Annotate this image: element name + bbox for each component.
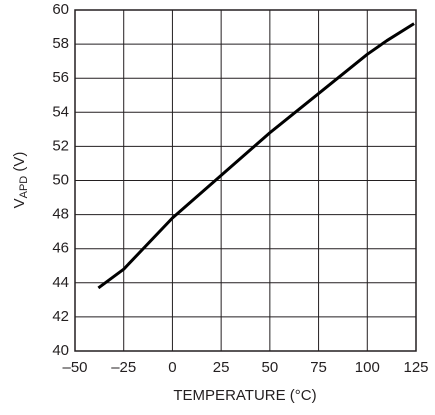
y-tick-label: 48 xyxy=(52,206,69,223)
y-label-main: V xyxy=(11,198,28,208)
x-tick-label: –25 xyxy=(111,359,136,376)
y-tick-label: 60 xyxy=(52,1,69,18)
x-tick-label: 0 xyxy=(168,359,176,376)
y-tick-label: 58 xyxy=(52,35,69,52)
y-tick-label: 52 xyxy=(52,137,69,154)
y-tick-label: 50 xyxy=(52,171,69,188)
y-tick-label: 56 xyxy=(52,69,69,86)
x-tick-label: 75 xyxy=(310,359,327,376)
y-tick-label: 46 xyxy=(52,240,69,257)
x-tick-label: 125 xyxy=(403,359,428,376)
y-tick-label: 40 xyxy=(52,342,69,359)
y-tick-label: 44 xyxy=(52,274,69,291)
y-label-sub: APD xyxy=(18,176,30,199)
x-tick-label: –50 xyxy=(62,359,87,376)
y-tick-label: 54 xyxy=(52,103,69,120)
data-line xyxy=(97,22,415,290)
y-tick-label: 42 xyxy=(52,308,69,325)
x-axis-label: TEMPERATURE (°C) xyxy=(173,387,316,404)
y-label-unit: (V) xyxy=(11,152,28,176)
x-tick-label: 50 xyxy=(262,359,279,376)
x-tick-label: 100 xyxy=(355,359,380,376)
y-axis-label: VAPD (V) xyxy=(11,152,30,209)
x-tick-label: 25 xyxy=(213,359,230,376)
plot-frame xyxy=(74,9,417,352)
